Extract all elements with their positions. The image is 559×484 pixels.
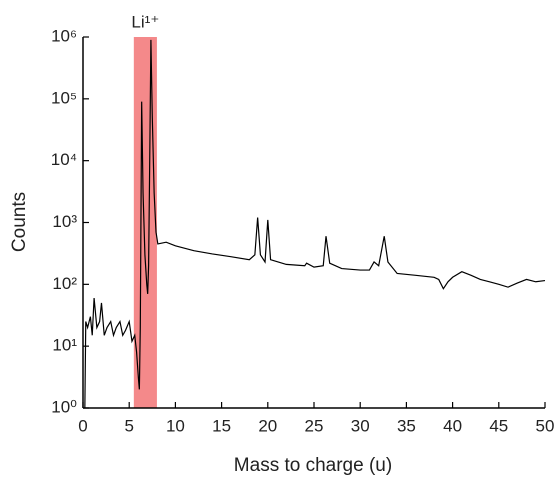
x-axis-label: Mass to charge (u): [234, 455, 392, 476]
x-tick-label: 50: [536, 416, 555, 435]
x-tick-label: 35: [397, 416, 416, 435]
x-tick-label: 40: [443, 416, 462, 435]
x-tick-label: 20: [258, 416, 277, 435]
y-axis-label: Counts: [9, 192, 30, 252]
x-tick-label: 25: [305, 416, 324, 435]
y-tick-label: 10³: [52, 212, 77, 231]
x-tick-label: 30: [351, 416, 370, 435]
x-tick-label: 45: [489, 416, 508, 435]
x-tick-label: 5: [124, 416, 133, 435]
y-tick-label: 10²: [52, 274, 77, 293]
y-tick-label: 10¹: [52, 336, 77, 355]
highlight-region: [133, 37, 157, 408]
highlight-label: Li¹⁺: [131, 12, 159, 31]
y-tick-label: 10⁴: [51, 150, 77, 169]
y-tick-label: 10⁰: [51, 397, 77, 416]
y-tick-label: 10⁶: [51, 26, 77, 45]
x-tick-label: 0: [78, 416, 87, 435]
data-line: [84, 39, 546, 409]
x-tick-label: 15: [212, 416, 231, 435]
y-tick-label: 10⁵: [51, 88, 77, 107]
x-tick-label: 10: [166, 416, 185, 435]
